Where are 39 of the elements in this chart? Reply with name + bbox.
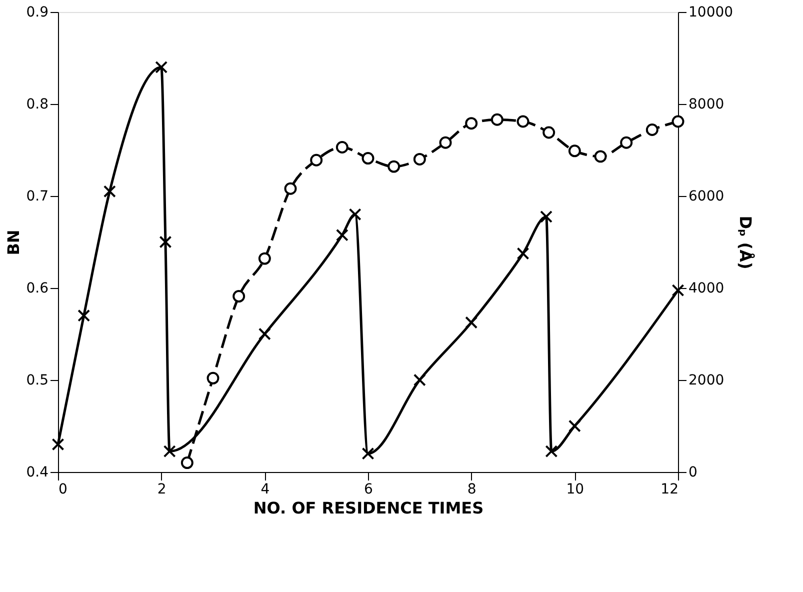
y-tick-label: 0.7 bbox=[26, 188, 48, 204]
point bbox=[155, 60, 168, 74]
x-axis-title: NO. OF RESIDENCE TIMES bbox=[253, 498, 484, 518]
point bbox=[516, 247, 530, 260]
point bbox=[413, 374, 426, 386]
x-tick-label: 4 bbox=[260, 482, 270, 498]
y-tick-label: 0.4 bbox=[26, 464, 49, 480]
point bbox=[159, 236, 172, 248]
point bbox=[258, 328, 271, 340]
y2-axis-title: Dₚ (Å) bbox=[736, 216, 756, 270]
y2-tick-label: 2000 bbox=[688, 372, 724, 388]
y-tick-label: 0.5 bbox=[26, 372, 48, 388]
y2-tick-label: 10000 bbox=[688, 4, 734, 20]
point bbox=[568, 420, 581, 432]
y2-tick-label: 4000 bbox=[688, 280, 724, 296]
y-axis-title: BN bbox=[4, 230, 24, 256]
y2-tick-label: 0 bbox=[688, 464, 698, 480]
point bbox=[672, 284, 684, 297]
point bbox=[545, 445, 558, 458]
x-tick-label: 2 bbox=[157, 482, 166, 498]
point bbox=[540, 210, 552, 223]
x-tick-label: 0 bbox=[58, 482, 68, 498]
point bbox=[348, 208, 362, 221]
x-tick-label: 6 bbox=[364, 482, 374, 498]
point bbox=[103, 185, 116, 198]
x-tick-label: 8 bbox=[467, 482, 476, 498]
y2-tick-label: 8000 bbox=[688, 96, 724, 112]
point bbox=[163, 445, 176, 458]
x-tick-label: 12 bbox=[660, 482, 678, 498]
y-tick-label: 0.6 bbox=[26, 280, 49, 296]
y-tick-label: 0.9 bbox=[26, 4, 48, 20]
y2-tick-label: 6000 bbox=[688, 188, 724, 204]
point bbox=[52, 438, 64, 451]
point bbox=[336, 228, 348, 242]
point bbox=[465, 316, 478, 329]
x-tick-label: 10 bbox=[566, 482, 584, 498]
point bbox=[78, 309, 90, 322]
y-tick-label: 0.8 bbox=[26, 96, 48, 112]
point bbox=[362, 447, 374, 460]
